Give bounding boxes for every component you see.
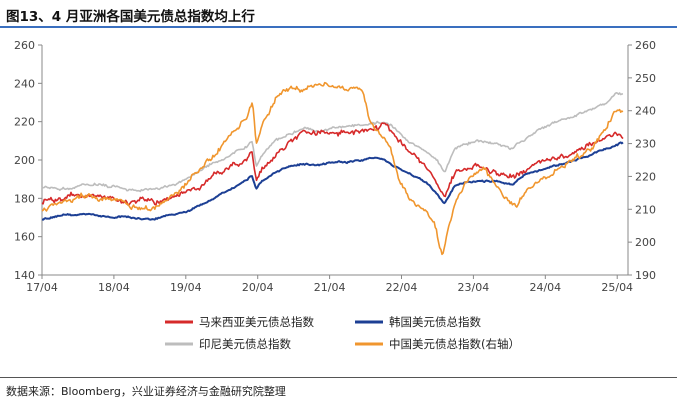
left-tick-label: 180	[14, 192, 35, 205]
right-tick-label: 220	[635, 170, 656, 183]
series-line-2	[41, 141, 624, 221]
source-divider	[0, 377, 677, 378]
x-tick-label: 17/04	[26, 281, 58, 294]
x-tick-label: 24/04	[529, 281, 561, 294]
x-tick-label: 22/04	[386, 281, 418, 294]
series-line-1	[41, 122, 624, 206]
chart-series-lines	[41, 81, 624, 256]
legend-label: 马来西亚美元债总指数	[199, 315, 314, 329]
right-tick-label: 200	[635, 236, 656, 249]
legend-label: 韩国美元债总指数	[389, 315, 481, 329]
legend-label: 印尼美元债总指数	[199, 337, 291, 351]
chart-axes: 140 160 180 200 220 240 260 190 200 210 220 230 240 2…	[14, 39, 656, 294]
left-tick-label: 160	[14, 231, 35, 244]
left-tick-label: 220	[14, 116, 35, 129]
x-tick-label: 20/04	[242, 281, 274, 294]
source-note: 数据来源：Bloomberg，兴业证券经济与金融研究院整理	[6, 385, 286, 398]
left-tick-label: 240	[14, 77, 35, 90]
left-tick-label: 140	[14, 269, 35, 282]
right-tick-label: 210	[635, 203, 656, 216]
legend-label: 中国美元债总指数(右轴）	[389, 337, 520, 351]
right-tick-label: 240	[635, 105, 656, 118]
series-line-4	[41, 81, 624, 256]
right-tick-label: 230	[635, 138, 656, 151]
series-line-3	[41, 92, 624, 193]
x-tick-label: 19/04	[170, 281, 202, 294]
left-tick-label: 200	[14, 154, 35, 167]
right-tick-label: 190	[635, 269, 656, 282]
x-tick-label: 23/04	[458, 281, 490, 294]
x-tick-label: 21/04	[314, 281, 346, 294]
line-chart: 140 160 180 200 220 240 260 190 200 210 220 230 240 2…	[14, 39, 656, 351]
left-tick-label: 260	[14, 39, 35, 52]
title-divider	[0, 26, 677, 28]
right-tick-label: 250	[635, 72, 656, 85]
x-tick-label: 18/04	[98, 281, 130, 294]
chart-title: 图13、4 月亚洲各国美元债总指数均上行	[6, 9, 255, 25]
x-tick-label: 25/04	[601, 281, 633, 294]
right-tick-label: 260	[635, 39, 656, 52]
